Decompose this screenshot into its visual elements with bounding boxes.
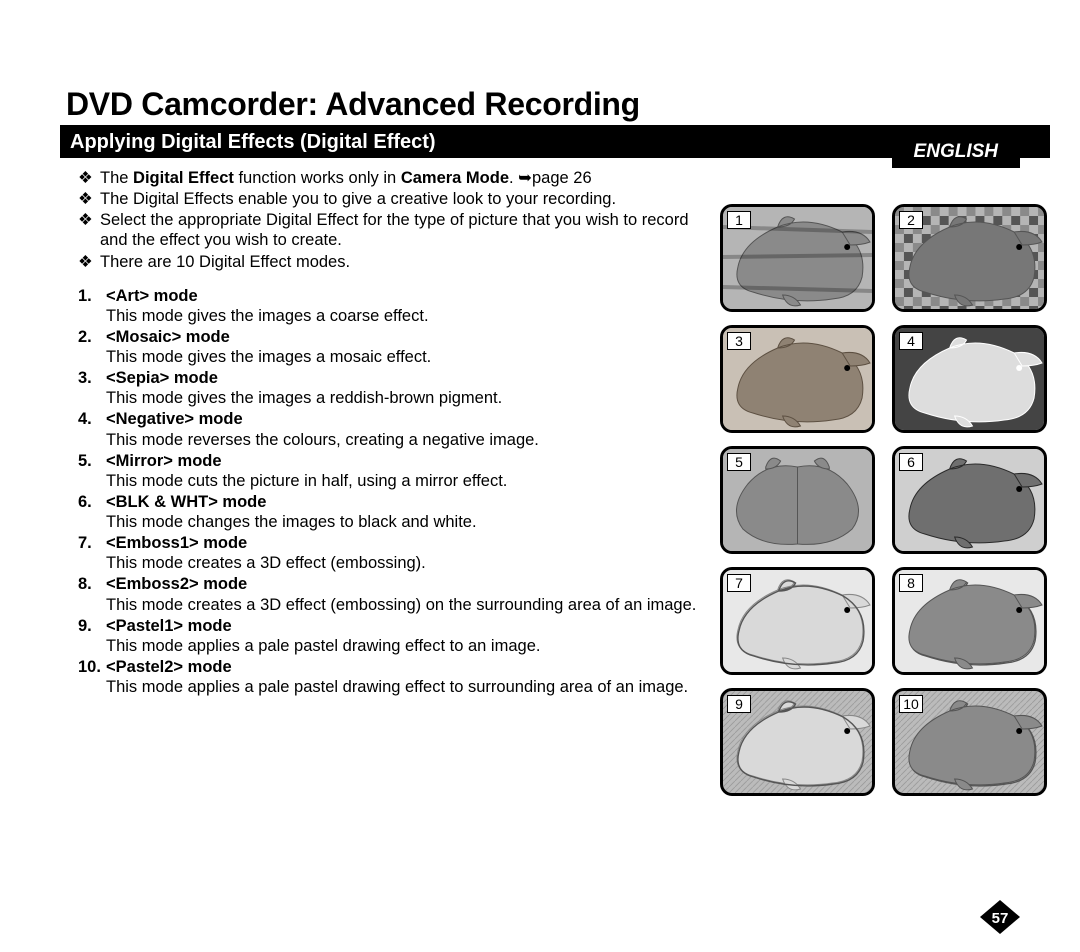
thumbnail-number: 3 bbox=[727, 332, 751, 350]
mode-number: 3. bbox=[60, 368, 106, 408]
mode-description: This mode gives the images a reddish-bro… bbox=[106, 389, 502, 407]
effect-thumbnail: 7 bbox=[720, 567, 875, 675]
mode-number: 2. bbox=[60, 327, 106, 367]
thumbnail-number: 1 bbox=[727, 211, 751, 229]
thumbnail-number: 8 bbox=[899, 574, 923, 592]
mode-number: 7. bbox=[60, 533, 106, 573]
effect-thumbnail: 10 bbox=[892, 688, 1047, 796]
mode-number: 10. bbox=[60, 657, 106, 697]
mode-label: <Negative> mode bbox=[106, 410, 243, 428]
mode-body: <Pastel1> mode This mode applies a pale p… bbox=[106, 616, 712, 656]
thumbnail-number: 10 bbox=[899, 695, 923, 713]
bullet-text: There are 10 Digital Effect modes. bbox=[100, 252, 350, 272]
mode-description: This mode reverses the colours, creating… bbox=[106, 431, 539, 449]
mode-item: 7.<Emboss1> mode This mode creates a 3D e… bbox=[60, 533, 712, 573]
bullet-icon: ❖ bbox=[78, 252, 100, 272]
thumbnail-number: 7 bbox=[727, 574, 751, 592]
mode-description: This mode gives the images a mosaic effe… bbox=[106, 348, 431, 366]
page-number: 57 bbox=[980, 900, 1020, 934]
effect-thumbnail: 2 bbox=[892, 204, 1047, 312]
mode-item: 8.<Emboss2> mode This mode creates a 3D e… bbox=[60, 574, 712, 614]
mode-description: This mode changes the images to black an… bbox=[106, 513, 477, 531]
effect-thumbnail: 5 bbox=[720, 446, 875, 554]
mode-item: 9.<Pastel1> mode This mode applies a pale… bbox=[60, 616, 712, 656]
thumbnail-number: 6 bbox=[899, 453, 923, 471]
language-tab: ENGLISH bbox=[892, 138, 1020, 168]
mode-body: <BLK & WHT> mode This mode changes the im… bbox=[106, 492, 712, 532]
text-column: ❖ The Digital Effect function works only… bbox=[60, 168, 720, 796]
bullet-item: ❖ There are 10 Digital Effect modes. bbox=[78, 252, 712, 272]
mode-description: This mode cuts the picture in half, usin… bbox=[106, 472, 507, 490]
mode-number: 5. bbox=[60, 451, 106, 491]
mode-body: <Art> mode This mode gives the images a c… bbox=[106, 286, 712, 326]
bullet-item: ❖ Select the appropriate Digital Effect … bbox=[78, 210, 712, 250]
bullet-item: ❖ The Digital Effects enable you to give… bbox=[78, 189, 712, 209]
content-area: ❖ The Digital Effect function works only… bbox=[60, 168, 1050, 796]
mode-item: 4.<Negative> mode This mode reverses the … bbox=[60, 409, 712, 449]
mode-label: <Art> mode bbox=[106, 287, 198, 305]
mode-description: This mode applies a pale pastel drawing … bbox=[106, 678, 688, 696]
thumbnail-number: 2 bbox=[899, 211, 923, 229]
effect-thumbnail: 1 bbox=[720, 204, 875, 312]
mode-item: 3.<Sepia> mode This mode gives the images… bbox=[60, 368, 712, 408]
mode-body: <Negative> mode This mode reverses the co… bbox=[106, 409, 712, 449]
mode-label: <Sepia> mode bbox=[106, 369, 218, 387]
mode-description: This mode gives the images a coarse effe… bbox=[106, 307, 429, 325]
effect-thumbnail: 9 bbox=[720, 688, 875, 796]
mode-number: 1. bbox=[60, 286, 106, 326]
mode-body: <Emboss1> mode This mode creates a 3D eff… bbox=[106, 533, 712, 573]
bullet-item: ❖ The Digital Effect function works only… bbox=[78, 168, 712, 188]
mode-body: <Sepia> mode This mode gives the images a… bbox=[106, 368, 712, 408]
manual-page: ENGLISH DVD Camcorder: Advanced Recordin… bbox=[0, 86, 1080, 952]
thumbnail-column: 1 2 3 4 bbox=[720, 168, 1050, 796]
thumbnail-grid: 1 2 3 4 bbox=[720, 204, 1050, 796]
thumbnail-number: 4 bbox=[899, 332, 923, 350]
bullet-text: The Digital Effects enable you to give a… bbox=[100, 189, 616, 209]
mode-body: <Emboss2> mode This mode creates a 3D eff… bbox=[106, 574, 712, 614]
mode-body: <Pastel2> mode This mode applies a pale p… bbox=[106, 657, 712, 697]
mode-label: <Mosaic> mode bbox=[106, 328, 230, 346]
mode-item: 1.<Art> mode This mode gives the images a… bbox=[60, 286, 712, 326]
mode-description: This mode applies a pale pastel drawing … bbox=[106, 637, 540, 655]
bullet-text: Select the appropriate Digital Effect fo… bbox=[100, 210, 712, 250]
mode-description: This mode creates a 3D effect (embossing… bbox=[106, 554, 426, 572]
bullet-icon: ❖ bbox=[78, 168, 100, 188]
effect-thumbnail: 4 bbox=[892, 325, 1047, 433]
mode-body: <Mirror> mode This mode cuts the picture … bbox=[106, 451, 712, 491]
mode-item: 10.<Pastel2> mode This mode applies a pal… bbox=[60, 657, 712, 697]
mode-item: 6.<BLK & WHT> mode This mode changes the … bbox=[60, 492, 712, 532]
mode-label: <Mirror> mode bbox=[106, 452, 222, 470]
mode-body: <Mosaic> mode This mode gives the images … bbox=[106, 327, 712, 367]
thumbnail-number: 9 bbox=[727, 695, 751, 713]
bullet-icon: ❖ bbox=[78, 189, 100, 209]
mode-number: 9. bbox=[60, 616, 106, 656]
mode-number: 8. bbox=[60, 574, 106, 614]
mode-number: 6. bbox=[60, 492, 106, 532]
effect-thumbnail: 8 bbox=[892, 567, 1047, 675]
mode-number: 4. bbox=[60, 409, 106, 449]
bullet-icon: ❖ bbox=[78, 210, 100, 250]
mode-description: This mode creates a 3D effect (embossing… bbox=[106, 596, 696, 614]
mode-label: <Pastel1> mode bbox=[106, 617, 232, 635]
intro-bullets: ❖ The Digital Effect function works only… bbox=[60, 168, 712, 272]
bullet-text: The Digital Effect function works only i… bbox=[100, 168, 592, 188]
effect-thumbnail: 6 bbox=[892, 446, 1047, 554]
mode-item: 2.<Mosaic> mode This mode gives the image… bbox=[60, 327, 712, 367]
mode-item: 5.<Mirror> mode This mode cuts the pictur… bbox=[60, 451, 712, 491]
mode-list: 1.<Art> mode This mode gives the images a… bbox=[60, 286, 712, 698]
page-title: DVD Camcorder: Advanced Recording bbox=[60, 86, 1050, 123]
mode-label: <Emboss1> mode bbox=[106, 534, 247, 552]
effect-thumbnail: 3 bbox=[720, 325, 875, 433]
thumbnail-number: 5 bbox=[727, 453, 751, 471]
mode-label: <BLK & WHT> mode bbox=[106, 493, 266, 511]
mode-label: <Pastel2> mode bbox=[106, 658, 232, 676]
mode-label: <Emboss2> mode bbox=[106, 575, 247, 593]
